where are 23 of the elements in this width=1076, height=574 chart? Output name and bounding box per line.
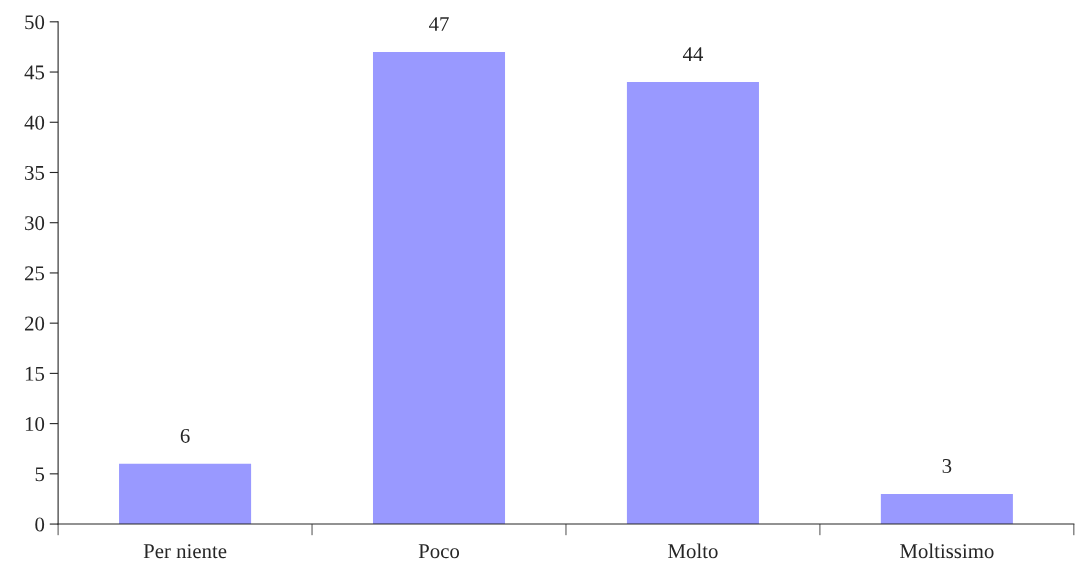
y-tick-label: 20	[24, 316, 45, 331]
y-tick-label: 35	[25, 165, 45, 180]
bar	[880, 493, 1013, 525]
x-tick-label: Moltissimo	[900, 543, 994, 559]
y-tick-label: 10	[25, 416, 45, 432]
x-tick-label: Molto	[668, 543, 718, 559]
y-tick-label: 50	[25, 15, 45, 30]
bar	[626, 82, 759, 525]
y-tick-label: 45	[24, 65, 45, 80]
bar	[119, 463, 252, 525]
x-tick-label: Poco	[418, 544, 460, 559]
y-tick-label: 40	[24, 115, 45, 130]
data-label: 44	[682, 47, 704, 61]
y-tick-label: 30	[25, 216, 45, 231]
bar	[372, 51, 506, 525]
y-tick-label: 25	[24, 266, 45, 281]
y-tick-label: 15	[25, 366, 45, 381]
y-tick-label: 0	[35, 517, 45, 532]
x-tick-label: Per niente	[143, 544, 227, 559]
data-label: 47	[429, 17, 449, 31]
y-tick-label: 5	[35, 467, 45, 482]
data-label: 6	[180, 428, 190, 443]
data-label: 3	[942, 459, 952, 474]
